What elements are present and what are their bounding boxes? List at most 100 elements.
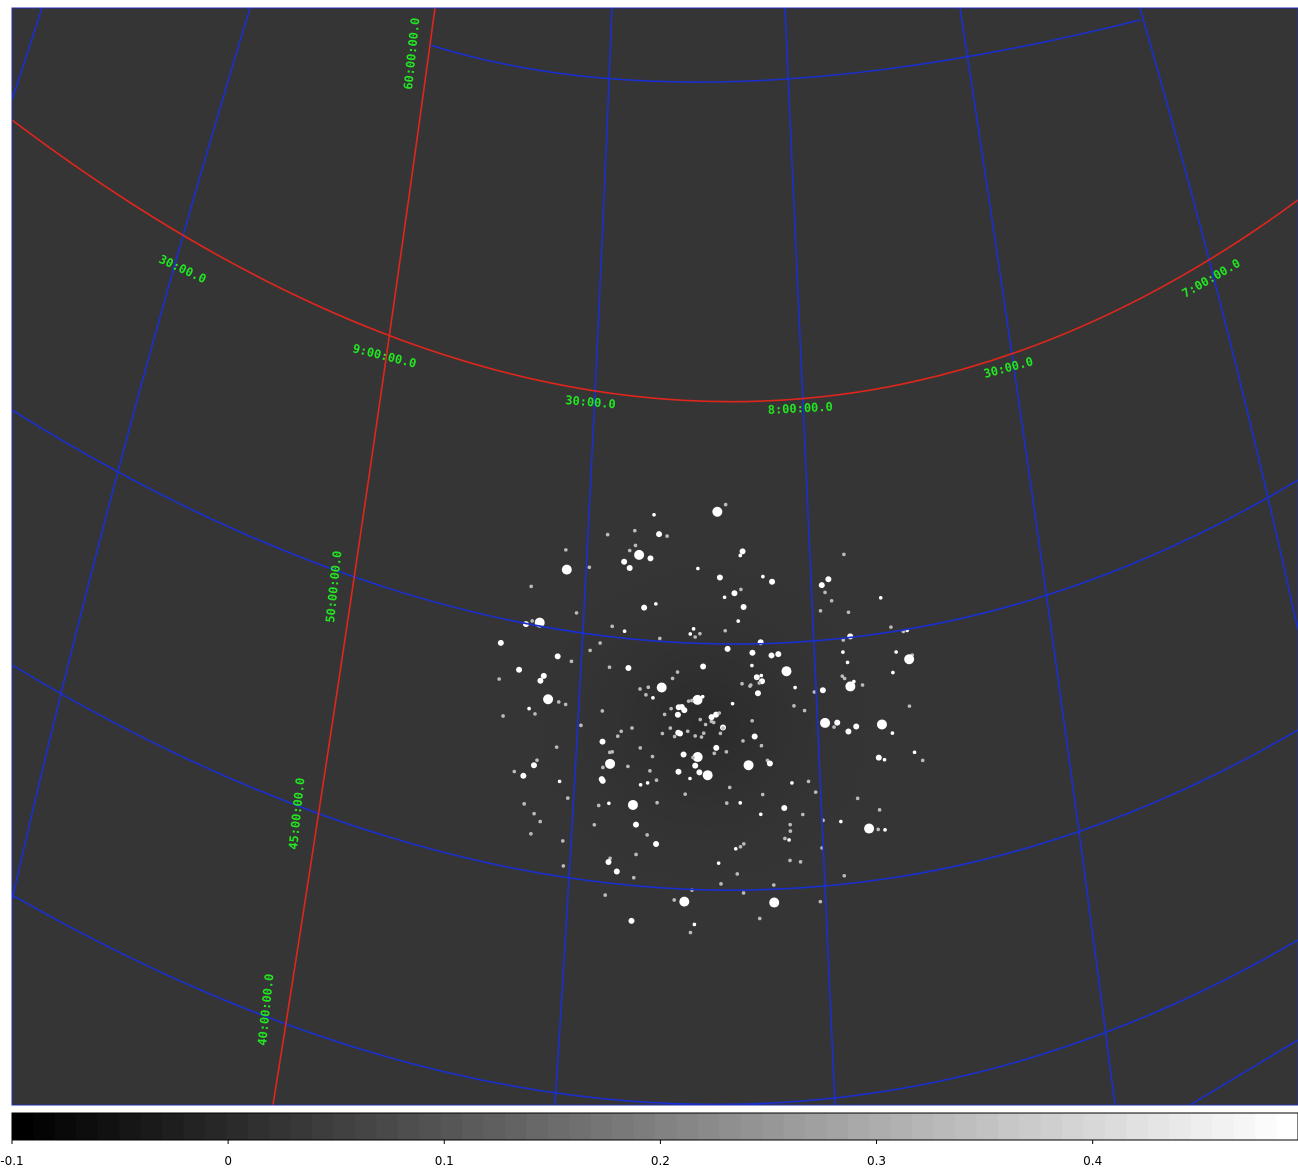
colorbar-step [76,1113,99,1140]
colorbar-step [997,1113,1020,1140]
source [890,731,895,735]
source [691,755,695,760]
source [677,730,684,737]
source [686,699,691,703]
source [883,828,887,832]
source [743,760,754,771]
source [692,762,699,769]
source [894,650,898,654]
source [846,610,851,615]
colorbar-step [869,1113,892,1140]
source [600,709,605,713]
colorbar-step [12,1113,34,1140]
source [750,663,754,668]
source [790,781,794,785]
source [788,829,793,833]
source [565,796,570,800]
source [699,735,704,739]
ra-label: 8:00:00.0 [767,400,833,417]
source [501,714,505,718]
colorbar-step [569,1113,592,1140]
source [703,722,708,727]
source [719,882,723,886]
source [672,898,677,902]
source [712,506,723,517]
source [692,694,703,705]
source [588,648,592,653]
source [713,744,720,751]
source [627,799,638,810]
source [823,590,827,595]
colorbar-step [1276,1113,1298,1140]
source [592,822,597,827]
colorbar-step [54,1113,77,1140]
source [742,842,746,846]
source [717,711,722,715]
source [800,812,805,817]
source [668,726,673,730]
source [569,659,574,664]
source [701,731,706,736]
colorbar-step [976,1113,999,1140]
source [557,779,562,784]
source [607,801,611,806]
source [696,566,700,571]
source [638,746,643,750]
source [889,625,893,629]
colorbar-step [247,1113,270,1140]
source [648,769,652,773]
source [645,833,649,837]
colorbar-step [805,1113,827,1140]
colorbar-step [269,1113,292,1140]
source [613,868,620,875]
source [834,719,841,726]
colorbar-tick-label: 0.3 [867,1154,886,1168]
colorbar-step [526,1113,549,1140]
dec-grid-line [1189,1039,1298,1105]
source [615,734,620,739]
source [605,758,616,769]
source [759,673,764,678]
source [688,632,693,636]
ra-grid-line [12,8,251,901]
source [769,578,776,585]
source [904,654,915,665]
source [540,672,547,679]
dec-grid-line [12,409,1298,645]
source [626,565,633,572]
colorbar: -0.1 0 0.1 0.2 0.3 0.4 [0,1112,1298,1168]
source [860,683,865,687]
source [842,552,846,557]
source [818,608,823,613]
source [683,792,687,796]
source [724,801,729,805]
source [660,731,665,736]
colorbar-step [783,1113,806,1140]
source [802,708,807,713]
source [538,819,543,824]
colorbar-step [183,1113,206,1140]
source [596,803,601,808]
colorbar-step [204,1113,227,1140]
source [537,677,544,684]
source [652,512,656,517]
source [535,758,539,763]
source [561,564,572,575]
colorbar-step [1169,1113,1192,1140]
source [554,745,559,749]
colorbar-tick-label: 0.2 [651,1154,670,1168]
source [818,899,823,904]
source [813,790,818,794]
source [670,676,675,681]
source [751,733,758,740]
colorbar-border [11,1112,1298,1141]
colorbar-step [676,1113,699,1140]
source [842,676,847,681]
colorbar-tick-label: 0.1 [435,1154,454,1168]
source [702,770,713,781]
source [912,750,917,755]
source [656,531,663,538]
source [625,664,632,671]
source [788,822,792,827]
colorbar-step [1040,1113,1063,1140]
